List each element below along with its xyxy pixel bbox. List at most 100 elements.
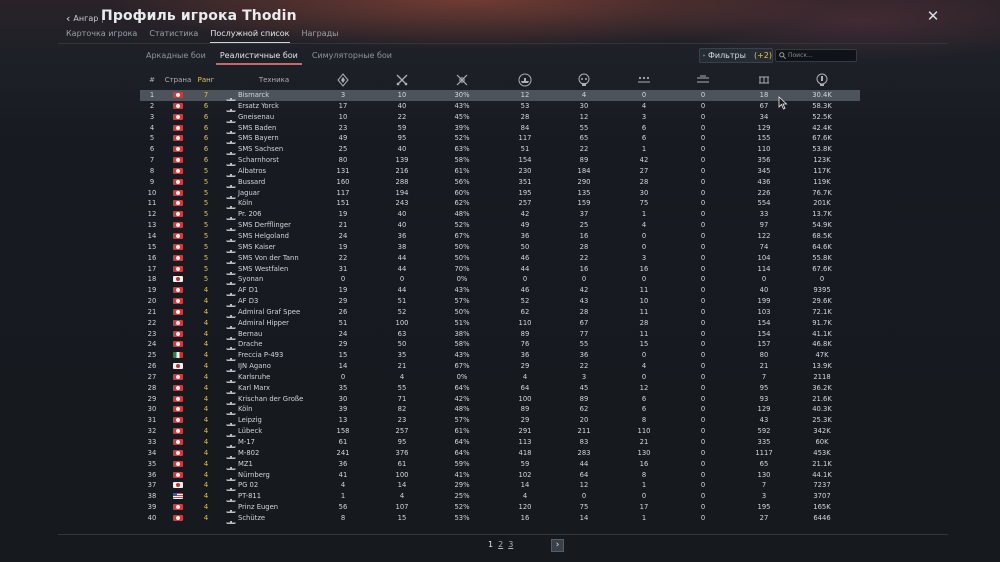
table-row[interactable]: 29 4 Krischan der Große 30 71 42% 100 89 6 0 93 21.… bbox=[140, 394, 860, 405]
stat-battles: 59 bbox=[397, 123, 407, 132]
tab-arcade-battles[interactable]: Аркадные бои bbox=[146, 51, 206, 60]
table-row[interactable]: 22 4 Admiral Hipper 51 100 51% 110 67 28 0 154 91.7… bbox=[140, 318, 860, 329]
battles-icon[interactable] bbox=[376, 70, 428, 89]
column-header-country[interactable]: Страна bbox=[164, 75, 192, 84]
stat-air-kills: 6 bbox=[641, 123, 647, 132]
table-row[interactable]: 17 5 SMS Westfalen 31 44 70% 44 16 16 0 114 67.6K bbox=[140, 264, 860, 275]
stat-air-kills: 8 bbox=[641, 470, 647, 479]
stat-battles: 4 bbox=[399, 492, 405, 501]
stat-ground-kills: 89 bbox=[579, 156, 589, 165]
table-row[interactable]: 4 6 SMS Baden 23 59 39% 84 55 6 0 129 42.4K bbox=[140, 123, 860, 134]
rank-value: 4 bbox=[203, 286, 209, 295]
stat-naval-targets: 0 bbox=[700, 492, 706, 501]
table-row[interactable]: 5 6 SMS Bayern 49 95 52% 117 65 6 0 155 67.6K bbox=[140, 133, 860, 145]
naval-targets-icon[interactable] bbox=[677, 70, 729, 89]
table-row[interactable]: 33 4 M-17 61 95 64% 113 83 21 0 335 60K bbox=[140, 437, 860, 448]
table-row[interactable]: 26 4 IJN Agano 14 21 67% 29 22 4 0 21 13.9K bbox=[140, 361, 860, 373]
table-row[interactable]: 13 5 SMS Derfflinger 21 40 52% 49 25 4 0 97 54.9K bbox=[140, 220, 860, 232]
win-rate-icon[interactable] bbox=[436, 70, 488, 89]
stat-naval-targets: 0 bbox=[700, 112, 706, 121]
stat-battles: 40 bbox=[397, 210, 407, 219]
victories-icon[interactable] bbox=[317, 70, 369, 89]
stat-win-rate: 61% bbox=[454, 427, 470, 436]
table-row[interactable]: 28 4 Karl Marx 35 55 64% 64 45 12 0 95 36.2K bbox=[140, 383, 860, 394]
back-to-hangar-link[interactable]: ‹ Ангар | bbox=[66, 11, 107, 25]
table-row[interactable]: 10 5 Jaguar 117 194 60% 195 135 30 0 226 76.7K bbox=[140, 188, 860, 199]
stat-battles: 63 bbox=[397, 329, 407, 338]
table-row[interactable]: 37 4 PG 02 4 14 29% 14 12 1 0 7 7237 bbox=[140, 480, 860, 492]
table-row[interactable]: 35 4 MZ1 36 61 59% 59 44 16 0 65 21.1K bbox=[140, 459, 860, 470]
table-row[interactable]: 18 5 Syonan 0 0 0% 0 0 0 0 0 0 bbox=[140, 274, 860, 286]
table-row[interactable]: 2 6 Ersatz Yorck 17 40 43% 53 30 4 0 67 58.3K bbox=[140, 101, 860, 112]
tab-realistic-battles[interactable]: Реалистичные бои bbox=[215, 50, 302, 65]
tab-awards[interactable]: Награды bbox=[301, 29, 339, 38]
score-icon[interactable] bbox=[796, 70, 848, 89]
tab-service-record[interactable]: Послужной список bbox=[210, 29, 290, 43]
vehicle-silhouette-icon bbox=[226, 408, 236, 416]
table-row[interactable]: 32 4 Lübeck 158 257 61% 291 211 110 0 592 342K bbox=[140, 426, 860, 438]
table-row[interactable]: 14 5 SMS Helgoland 24 36 67% 36 16 0 0 122 68.5K bbox=[140, 231, 860, 242]
table-row[interactable]: 30 4 Köln 39 82 48% 89 62 6 0 129 40.3K bbox=[140, 404, 860, 416]
table-row[interactable]: 6 6 SMS Sachsen 25 40 63% 51 22 1 0 110 53.8K bbox=[140, 144, 860, 156]
stat-ship-kills: 49 bbox=[520, 221, 530, 230]
table-row[interactable]: 31 4 Leipzig 13 23 57% 29 20 8 0 43 25.3K bbox=[140, 415, 860, 427]
stat-air-kills: 0 bbox=[641, 492, 647, 501]
table-row[interactable]: 19 4 AF D1 19 44 43% 46 42 11 0 40 9395 bbox=[140, 285, 860, 297]
stat-battles: 40 bbox=[397, 221, 407, 230]
stat-deaths: 103 bbox=[757, 307, 771, 316]
vehicle-silhouette-icon bbox=[226, 452, 236, 459]
stat-naval-targets: 0 bbox=[700, 362, 706, 371]
search-box bbox=[775, 49, 857, 62]
ship-kills-icon[interactable] bbox=[499, 70, 551, 89]
stat-victories: 160 bbox=[336, 177, 350, 186]
table-row[interactable]: 1 7 Bismarck 3 10 30% 12 4 0 0 18 30.4K bbox=[140, 90, 860, 101]
vehicle-silhouette-icon bbox=[226, 463, 236, 470]
table-row[interactable]: 8 5 Albatros 131 216 61% 230 184 27 0 345 117K bbox=[140, 166, 860, 177]
tab-player-card[interactable]: Карточка игрока bbox=[66, 29, 138, 38]
table-row[interactable]: 40 4 Schütze 8 15 53% 16 14 1 0 27 6446 bbox=[140, 513, 860, 524]
table-row[interactable]: 15 5 SMS Kaiser 19 38 50% 50 28 0 0 74 64.6K bbox=[140, 242, 860, 253]
table-row[interactable]: 3 6 Gneisenau 10 22 45% 28 12 3 0 34 52.5K bbox=[140, 112, 860, 123]
stat-ship-kills: 36 bbox=[520, 231, 530, 240]
table-row[interactable]: 7 6 Scharnhorst 80 139 58% 154 89 42 0 356 123K bbox=[140, 155, 860, 167]
country-flag-de bbox=[173, 504, 183, 511]
close-icon[interactable]: ✕ bbox=[926, 7, 940, 25]
table-row[interactable]: 36 4 Nürnberg 41 100 41% 102 64 8 0 130 44.1K bbox=[140, 470, 860, 481]
table-row[interactable]: 38 4 PT-811 1 4 25% 4 0 0 0 3 3707 bbox=[140, 491, 860, 503]
table-row[interactable]: 20 4 AF D3 29 51 57% 52 43 10 0 199 29.6K bbox=[140, 296, 860, 308]
table-row[interactable]: 27 4 Karlsruhe 0 4 0% 4 3 0 0 7 2118 bbox=[140, 372, 860, 383]
table-row[interactable]: 21 4 Admiral Graf Spee 26 52 50% 62 28 11 0 103 72.… bbox=[140, 307, 860, 318]
tab-statistics[interactable]: Статистика bbox=[149, 29, 199, 38]
table-row[interactable]: 34 4 M-802 241 376 64% 418 283 130 0 1117 453K bbox=[140, 448, 860, 459]
page-1-link[interactable]: 1 bbox=[488, 540, 494, 549]
air-kills-icon[interactable] bbox=[618, 70, 670, 89]
ground-kills-icon[interactable] bbox=[558, 70, 610, 89]
column-header-vehicle[interactable]: Техника bbox=[258, 75, 290, 84]
tab-simulator-battles[interactable]: Симуляторные бои bbox=[311, 51, 392, 60]
table-row[interactable]: 25 4 Freccia P-493 15 35 43% 36 36 0 0 80 47K bbox=[140, 350, 860, 362]
next-page-button[interactable]: › bbox=[551, 539, 564, 552]
rank-value: 4 bbox=[203, 362, 209, 371]
table-row[interactable]: 9 5 Bussard 160 288 56% 351 290 28 0 436 119K bbox=[140, 177, 860, 188]
column-header-rank[interactable]: Ранг bbox=[197, 75, 215, 84]
deaths-icon[interactable] bbox=[738, 70, 790, 89]
page-2-link[interactable]: 2 bbox=[498, 540, 504, 549]
column-header-number[interactable]: # bbox=[149, 75, 155, 84]
country-flag-de bbox=[173, 287, 183, 294]
table-row[interactable]: 23 4 Bernau 24 63 38% 89 77 11 0 154 41.1K bbox=[140, 329, 860, 340]
search-input[interactable] bbox=[788, 52, 854, 59]
table-row[interactable]: 12 5 Pr. 206 19 40 48% 42 37 1 0 33 13.7K bbox=[140, 209, 860, 221]
table-row[interactable]: 11 5 Köln 151 243 62% 257 159 75 0 554 201K bbox=[140, 198, 860, 210]
table-row[interactable]: 16 5 SMS Von der Tann 22 44 50% 46 22 3 0 104 55.8K bbox=[140, 253, 860, 264]
country-flag-de bbox=[173, 157, 183, 164]
table-row[interactable]: 24 4 Drache 29 50 58% 76 55 15 0 157 46.8K bbox=[140, 339, 860, 351]
stat-air-kills: 16 bbox=[639, 459, 649, 468]
filters-button[interactable]: Фильтры (+2) bbox=[699, 48, 773, 63]
vehicle-name: MZ1 bbox=[238, 459, 253, 468]
page-3-link[interactable]: 3 bbox=[508, 540, 514, 549]
stat-score: 9395 bbox=[813, 286, 831, 295]
vehicle-name: SMS Kaiser bbox=[238, 242, 276, 251]
stat-naval-targets: 0 bbox=[700, 145, 706, 154]
table-row[interactable]: 39 4 Prinz Eugen 56 107 52% 120 75 17 0 195 165K bbox=[140, 502, 860, 514]
rank-value: 4 bbox=[203, 383, 209, 392]
